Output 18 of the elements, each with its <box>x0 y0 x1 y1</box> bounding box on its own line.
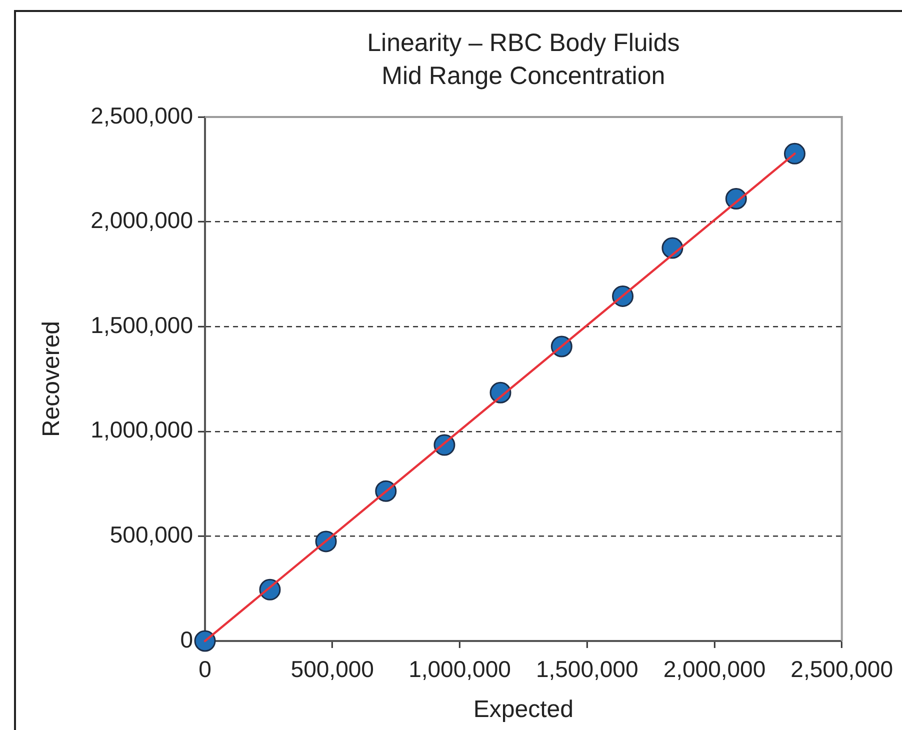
chart-title: Linearity – RBC Body Fluids <box>367 28 680 57</box>
x-tick-label: 1,500,000 <box>536 656 638 682</box>
point <box>784 142 806 164</box>
y-tick-label: 2,500,000 <box>90 102 193 128</box>
point <box>194 630 216 652</box>
y-axis-title: Recovered <box>38 320 66 438</box>
x-tick-label: 500,000 <box>290 656 374 682</box>
x-tick-label: 1,000,000 <box>408 656 511 682</box>
y-tick-label: 0 <box>180 626 193 652</box>
y-tick-label: 1,500,000 <box>90 312 193 338</box>
x-tick-label: 2,500,000 <box>790 656 894 682</box>
y-tick-label: 2,000,000 <box>90 207 193 234</box>
x-axis-title: Expected <box>473 696 574 724</box>
y-tick-label: 1,000,000 <box>90 416 193 443</box>
x-tick-label: 0 <box>198 656 212 682</box>
y-tick-label: 500,000 <box>110 522 193 548</box>
chart-subtitle: Mid Range Concentration <box>382 62 666 90</box>
x-tick-label: 2,000,000 <box>663 656 766 682</box>
